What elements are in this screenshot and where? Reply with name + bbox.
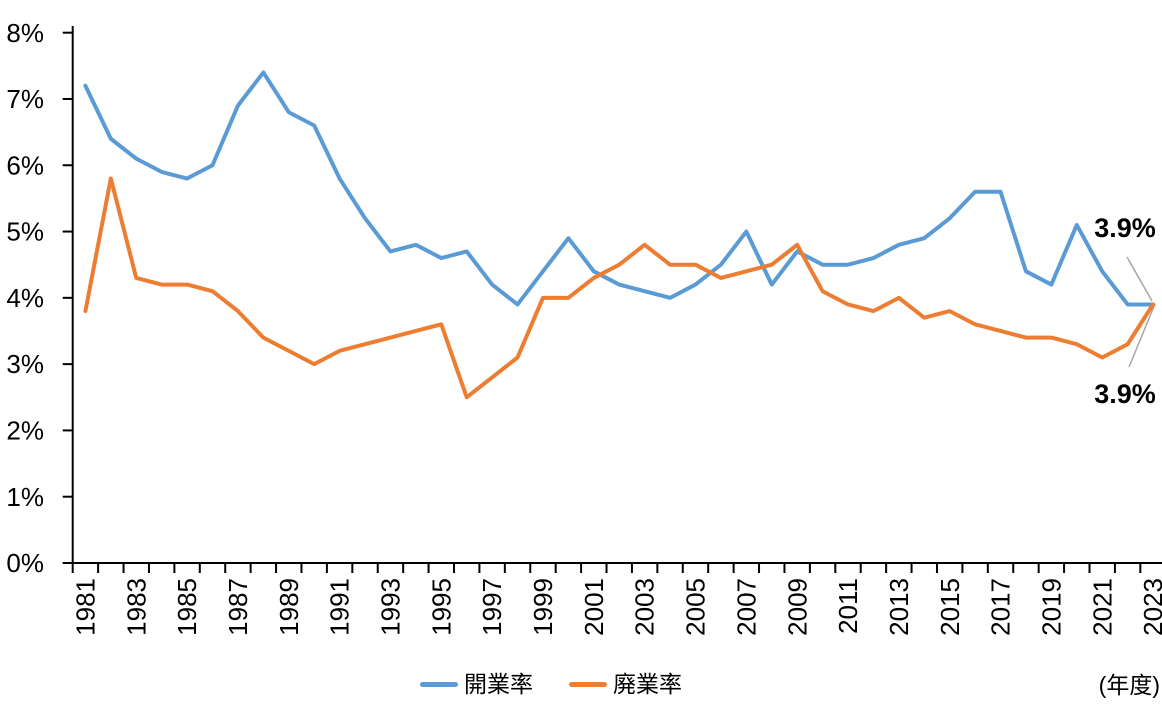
x-axis-labels: 1981 1983 1985 1987 1989 1991 1993 1995 1997 1999… — [70, 578, 1162, 636]
plot-svg: 0%1%2%3%4%5%6%7%8%1981 1983 1985 1987 1989 19… — [6, 18, 1162, 636]
opening-rate-line — [83, 70, 1156, 307]
x-tick-label: 1999 — [528, 578, 558, 636]
x-axis-unit-label: (年度) — [1098, 672, 1160, 698]
axis-ticks — [62, 31, 1142, 573]
x-tick-label: 2021 — [1087, 578, 1117, 636]
y-tick-label: 3% — [6, 349, 44, 379]
x-tick-label: 1983 — [121, 578, 151, 636]
x-tick-label: 2005 — [681, 578, 711, 636]
x-tick-label: 2023 — [1138, 578, 1162, 636]
legend-label-opening-rate: 開業率 — [464, 670, 533, 697]
annotation-labels: 3.9% 3.9% — [1094, 213, 1156, 409]
y-tick-label: 1% — [6, 482, 44, 512]
x-tick-label: 2013 — [884, 578, 914, 636]
x-tick-label: 2011 — [833, 578, 863, 634]
legend-label-closure-rate: 廃業率 — [613, 670, 682, 697]
legend-item-closure-rate: 廃業率 — [569, 670, 682, 697]
x-tick-label: 1987 — [223, 578, 253, 636]
x-tick-label: 1991 — [325, 578, 355, 636]
legend-swatch-opening-rate-icon — [420, 681, 458, 687]
y-axis-labels: 0% 1% 2% 3% 4% 5% 6% 7% 8% — [6, 18, 44, 578]
y-tick-label: 5% — [6, 217, 44, 247]
x-tick-label: 1981 — [70, 578, 100, 636]
x-tick-label: 1997 — [477, 578, 507, 636]
x-tick-label: 1989 — [274, 578, 304, 636]
y-tick-label: 6% — [6, 150, 44, 180]
legend-item-opening-rate: 開業率 — [420, 670, 533, 697]
x-tick-label: 2003 — [630, 578, 660, 636]
x-tick-label: 1985 — [172, 578, 202, 636]
leader-line — [1128, 303, 1156, 368]
x-tick-label: 1995 — [426, 578, 456, 636]
y-tick-label: 0% — [6, 548, 44, 578]
chart-legend: 開業率 廃業率 — [0, 666, 1132, 702]
x-tick-label: 2019 — [1036, 578, 1066, 636]
legend-swatch-closure-rate-icon — [569, 681, 607, 687]
x-tick-label: 2015 — [935, 578, 965, 636]
leader-line — [1126, 256, 1153, 302]
leader-lines — [1126, 256, 1156, 368]
series-lines — [83, 70, 1156, 400]
annotation-label: 3.9% — [1094, 213, 1156, 243]
x-tick-label: 1993 — [376, 578, 406, 636]
axes — [71, 26, 1162, 564]
y-tick-label: 4% — [6, 283, 44, 313]
annotation-label: 3.9% — [1094, 379, 1156, 409]
closure-rate-line — [83, 176, 1156, 400]
y-tick-label: 8% — [6, 18, 44, 48]
x-tick-label: 2007 — [731, 578, 761, 636]
y-tick-label: 7% — [6, 84, 44, 114]
x-tick-label: 2001 — [579, 578, 609, 636]
y-tick-label: 2% — [6, 416, 44, 446]
x-tick-label: 2009 — [782, 578, 812, 636]
x-tick-label: 2017 — [986, 578, 1016, 636]
